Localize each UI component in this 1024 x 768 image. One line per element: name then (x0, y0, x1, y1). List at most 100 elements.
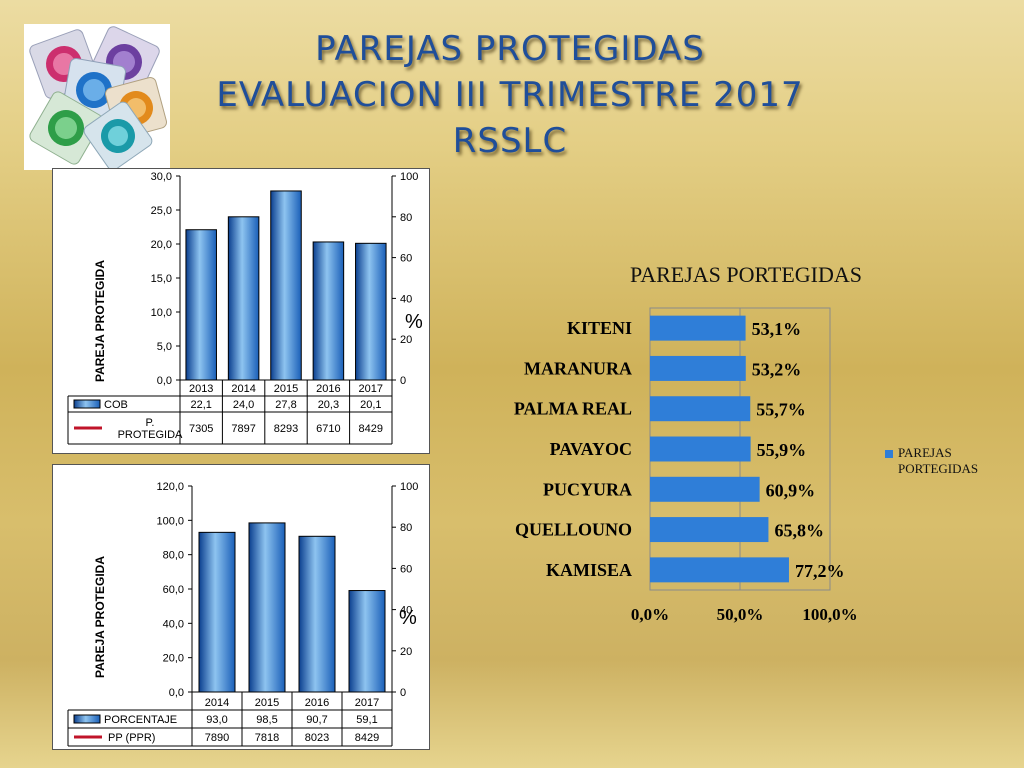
bar (348, 590, 386, 693)
x-tick-label: 2013 (189, 383, 213, 395)
y-tick-label: 0,0 (169, 687, 184, 699)
bar (355, 242, 387, 381)
y-tick-label: 5,0 (157, 341, 172, 353)
legend-line-2: PORTEGIDAS (898, 461, 978, 476)
category-label: KAMISEA (546, 560, 632, 580)
x-tick-label: 2014 (231, 383, 255, 395)
table-cell: 98,5 (256, 714, 277, 726)
y-tick-label: 40,0 (163, 618, 184, 630)
y2-tick-label: 0 (400, 687, 406, 699)
data-label: 55,7% (756, 400, 806, 420)
table-cell: 7818 (255, 732, 279, 744)
legend-swatch (885, 450, 893, 458)
y2-tick-label: 100 (400, 481, 418, 493)
table-cell: 20,3 (318, 399, 339, 411)
category-label: QUELLOUNO (515, 520, 632, 540)
y-tick-label: 15,0 (151, 273, 172, 285)
table-cell: 90,7 (306, 714, 327, 726)
table-cell: 8023 (305, 732, 329, 744)
y-axis-label: PAREJA PROTEGIDA (93, 556, 107, 678)
y2-axis-label: % (405, 311, 423, 333)
y-tick-label: 60,0 (163, 584, 184, 596)
data-label: 65,8% (774, 521, 824, 541)
y2-tick-label: 80 (400, 522, 412, 534)
y2-axis-label: % (399, 607, 417, 629)
data-label: 53,1% (752, 319, 802, 339)
y2-tick-label: 60 (400, 563, 412, 575)
table-cell: 6710 (316, 423, 340, 435)
table-cell: 7305 (189, 423, 213, 435)
series-name: COB (104, 399, 128, 411)
title-line-1: PAREJAS PROTEGIDAS (315, 29, 705, 69)
y2-tick-label: 40 (400, 605, 412, 617)
parejas-portegidas-chart: PAREJAS PORTEGIDAS 0,0% 50,0% 100,0% KITENI… (514, 262, 978, 624)
y-tick-label: 80,0 (163, 550, 184, 562)
y2-tick-label: 20 (400, 646, 412, 658)
y2-tick-label: 100 (400, 171, 418, 183)
y-tick-label: 120,0 (156, 481, 184, 493)
legend-key-bar (73, 399, 101, 409)
y-tick-label: 0,0 (157, 375, 172, 387)
table-cell: 20,1 (360, 399, 381, 411)
y2-tick-label: 60 (400, 253, 412, 265)
y-tick-label: 20,0 (151, 239, 172, 251)
table-cell: 8429 (355, 732, 379, 744)
porcentaje-chart: 0,0 20,0 40,0 60,0 80,0 100,0 120,0 0 20 40 60 80 10… (52, 464, 430, 750)
chart-title: PAREJAS PORTEGIDAS (630, 262, 862, 287)
series-name: P. PROTEGIDA (118, 417, 183, 441)
x-tick-label: 2016 (305, 697, 329, 709)
x-tick-label: 50,0% (717, 605, 764, 624)
y2-tick-label: 0 (400, 375, 406, 387)
bar (227, 216, 260, 381)
bar (298, 535, 336, 693)
category-label: KITENI (567, 318, 632, 338)
y-tick-label: 100,0 (156, 515, 184, 527)
table-cell: 22,1 (190, 399, 211, 411)
bar (270, 190, 302, 381)
table-cell: 93,0 (206, 714, 227, 726)
bar (650, 517, 769, 543)
y2-tick-label: 20 (400, 334, 412, 346)
category-label: PALMA REAL (514, 399, 632, 419)
table-cell: 8293 (274, 423, 298, 435)
x-tick-label: 100,0% (802, 605, 857, 624)
data-label: 53,2% (752, 359, 802, 379)
y-tick-label: 25,0 (151, 205, 172, 217)
table-cell: 24,0 (233, 399, 254, 411)
data-label: 60,9% (766, 480, 816, 500)
bar (248, 522, 286, 693)
table-cell: 8429 (359, 423, 383, 435)
y-tick-label: 30,0 (151, 171, 172, 183)
x-tick-label: 2014 (205, 697, 229, 709)
condom-packets-image (24, 24, 170, 171)
table-cell: 7890 (205, 732, 229, 744)
x-tick-label: 2016 (316, 383, 340, 395)
series-name: PP (PPR) (108, 732, 155, 744)
title-line-2: EVALUACION III TRIMESTRE 2017 (216, 75, 804, 115)
x-tick-label: 2017 (359, 383, 383, 395)
table-cell: 27,8 (275, 399, 296, 411)
data-label: 77,2% (795, 561, 845, 581)
x-tick-label: 2017 (355, 697, 379, 709)
legend-entry: PAREJAS PORTEGIDAS (898, 445, 978, 476)
category-label: PAVAYOC (550, 439, 632, 459)
series-name: PORCENTAJE (104, 714, 177, 726)
y-tick-label: 10,0 (151, 307, 172, 319)
bar (650, 396, 751, 422)
bar (650, 355, 746, 381)
slide-title: PAREJAS PROTEGIDAS EVALUACION III TRIMES… (150, 26, 870, 164)
legend-line-1: PAREJAS (898, 445, 952, 460)
x-tick-label: 2015 (255, 697, 279, 709)
bar (650, 476, 760, 502)
y-axis-label: PAREJA PROTEGIDA (93, 260, 107, 382)
bar (312, 241, 345, 381)
bar (185, 229, 217, 381)
table-cell: 59,1 (356, 714, 377, 726)
bar (198, 531, 236, 693)
bar (650, 315, 746, 341)
x-tick-label: 2015 (274, 383, 298, 395)
data-label: 55,9% (757, 440, 807, 460)
y2-tick-label: 80 (400, 212, 412, 224)
category-label: PUCYURA (543, 479, 632, 499)
cob-chart: 0,0 5,0 10,0 15,0 20,0 25,0 30,0 0 20 40 60 80 100 2… (52, 168, 430, 454)
